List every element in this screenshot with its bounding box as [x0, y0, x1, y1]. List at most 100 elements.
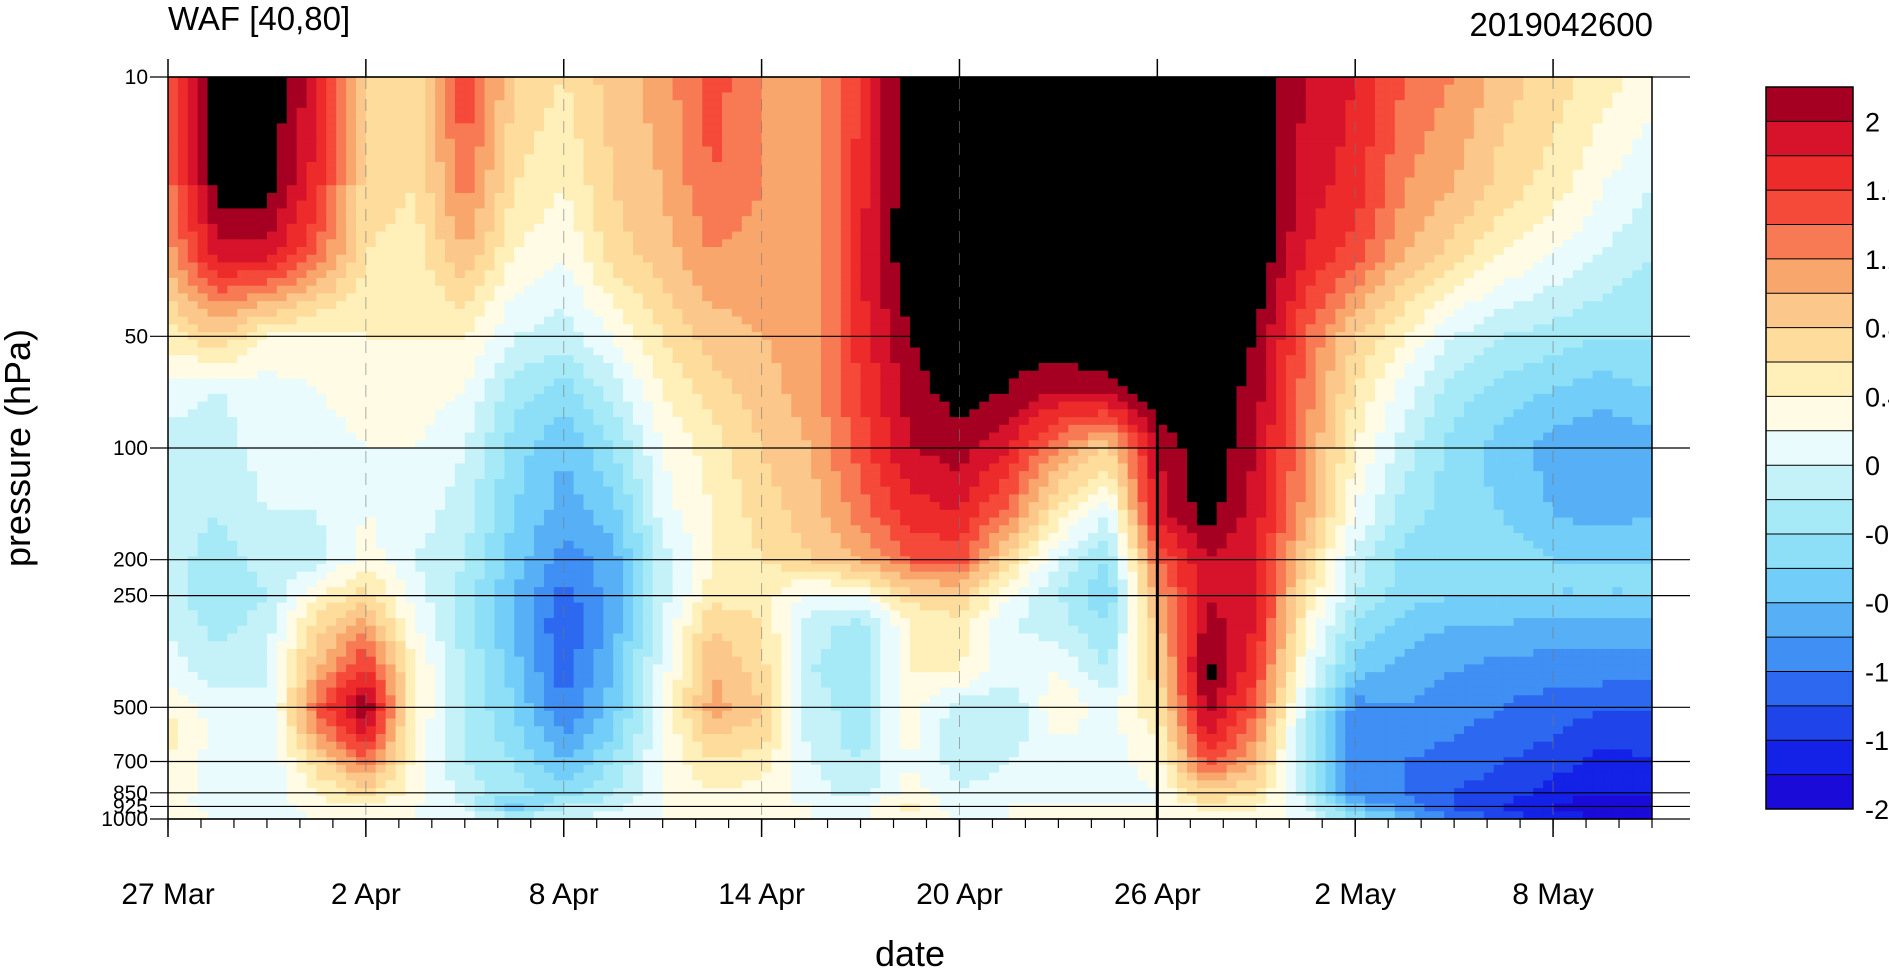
- heatmap-cell: [1533, 262, 1544, 271]
- heatmap-cell: [771, 308, 782, 318]
- heatmap-cell: [1632, 162, 1643, 171]
- heatmap-cell: [1632, 239, 1643, 248]
- heatmap-cell: [1216, 100, 1228, 109]
- heatmap-cell: [1533, 77, 1544, 86]
- heatmap-cell: [1216, 84, 1228, 94]
- heatmap-cell: [484, 123, 496, 132]
- heatmap-cell: [959, 77, 970, 86]
- heatmap-cell: [949, 216, 961, 225]
- heatmap-cell: [1107, 192, 1119, 202]
- heatmap-cell: [1285, 208, 1297, 217]
- heatmap-cell: [1444, 131, 1455, 140]
- heatmap-cell: [1018, 146, 1030, 155]
- heatmap-cell: [1325, 123, 1337, 132]
- heatmap-cell: [692, 138, 703, 148]
- heatmap-cell: [1127, 154, 1139, 163]
- heatmap-cell: [1345, 107, 1356, 117]
- heatmap-cell: [702, 177, 713, 186]
- heatmap-cell: [1483, 115, 1495, 124]
- heatmap-cell: [1177, 200, 1188, 209]
- heatmap-cell: [385, 316, 397, 325]
- heatmap-cell: [1107, 100, 1119, 109]
- heatmap-cell: [1642, 107, 1652, 117]
- heatmap-cell: [1117, 177, 1129, 186]
- heatmap-cell: [731, 308, 743, 318]
- heatmap-cell: [1355, 270, 1366, 279]
- heatmap-cell: [316, 162, 327, 171]
- heatmap-cell: [801, 169, 812, 179]
- heatmap-cell: [603, 100, 614, 109]
- heatmap-cell: [1048, 192, 1059, 202]
- heatmap-cell: [464, 208, 476, 217]
- heatmap-cell: [1434, 92, 1445, 101]
- heatmap-cell: [1206, 154, 1218, 163]
- heatmap-cell: [801, 185, 812, 194]
- heatmap-cell: [1157, 169, 1168, 179]
- heatmap-cell: [1226, 185, 1238, 194]
- heatmap-cell: [1414, 177, 1426, 186]
- heatmap-cell: [1285, 77, 1297, 86]
- heatmap-cell: [583, 247, 595, 256]
- heatmap-cell: [1137, 262, 1149, 271]
- heatmap-cell: [266, 177, 278, 186]
- heatmap-cell: [553, 301, 565, 310]
- heatmap-cell: [741, 223, 753, 233]
- heatmap-cell: [979, 123, 990, 132]
- heatmap-cell: [217, 247, 228, 256]
- heatmap-cell: [1503, 301, 1515, 310]
- heatmap-cell: [870, 285, 881, 295]
- heatmap-cell: [751, 285, 763, 295]
- heatmap-cell: [840, 301, 852, 310]
- heatmap-cell: [1454, 223, 1465, 233]
- heatmap-cell: [751, 200, 763, 209]
- heatmap-cell: [1355, 131, 1366, 140]
- heatmap-cell: [197, 247, 209, 256]
- heatmap-cell: [1315, 308, 1327, 318]
- heatmap-cell: [989, 162, 1000, 171]
- heatmap-cell: [919, 270, 931, 279]
- heatmap-cell: [286, 192, 298, 202]
- heatmap-cell: [850, 92, 862, 101]
- heatmap-cell: [1187, 154, 1198, 163]
- heatmap-cell: [583, 107, 595, 117]
- heatmap-cell: [1276, 285, 1287, 295]
- heatmap-cell: [771, 185, 782, 194]
- heatmap-cell: [1305, 293, 1317, 302]
- heatmap-cell: [1137, 107, 1149, 117]
- heatmap-cell: [1553, 277, 1564, 287]
- heatmap-cell: [791, 285, 802, 295]
- heatmap-cell: [1355, 100, 1366, 109]
- heatmap-cell: [1454, 115, 1465, 124]
- heatmap-cell: [494, 107, 505, 117]
- heatmap-cell: [1562, 231, 1574, 240]
- heatmap-cell: [425, 316, 436, 325]
- heatmap-cell: [830, 208, 842, 217]
- heatmap-cell: [603, 92, 614, 101]
- heatmap-cell: [1206, 324, 1218, 333]
- heatmap-cell: [959, 308, 970, 318]
- heatmap-cell: [1424, 208, 1435, 217]
- heatmap-cell: [1335, 131, 1346, 140]
- heatmap-cell: [1414, 200, 1426, 209]
- heatmap-cell: [1048, 162, 1059, 171]
- heatmap-cell: [1523, 185, 1534, 194]
- heatmap-cell: [919, 100, 931, 109]
- heatmap-cell: [494, 146, 505, 155]
- heatmap-cell: [1038, 146, 1050, 155]
- heatmap-cell: [1543, 277, 1554, 287]
- heatmap-cell: [306, 84, 317, 94]
- heatmap-cell: [652, 270, 664, 279]
- heatmap-cell: [415, 308, 426, 318]
- heatmap-cell: [880, 177, 891, 186]
- heatmap-cell: [207, 231, 219, 240]
- heatmap-cell: [722, 285, 733, 295]
- heatmap-cell: [484, 254, 496, 264]
- heatmap-cell: [435, 270, 446, 279]
- heatmap-cell: [613, 239, 624, 248]
- heatmap-cell: [1315, 84, 1327, 94]
- heatmap-cell: [741, 123, 753, 132]
- heatmap-cell: [1078, 285, 1089, 295]
- heatmap-cell: [1592, 223, 1604, 233]
- heatmap-cell: [1088, 115, 1099, 124]
